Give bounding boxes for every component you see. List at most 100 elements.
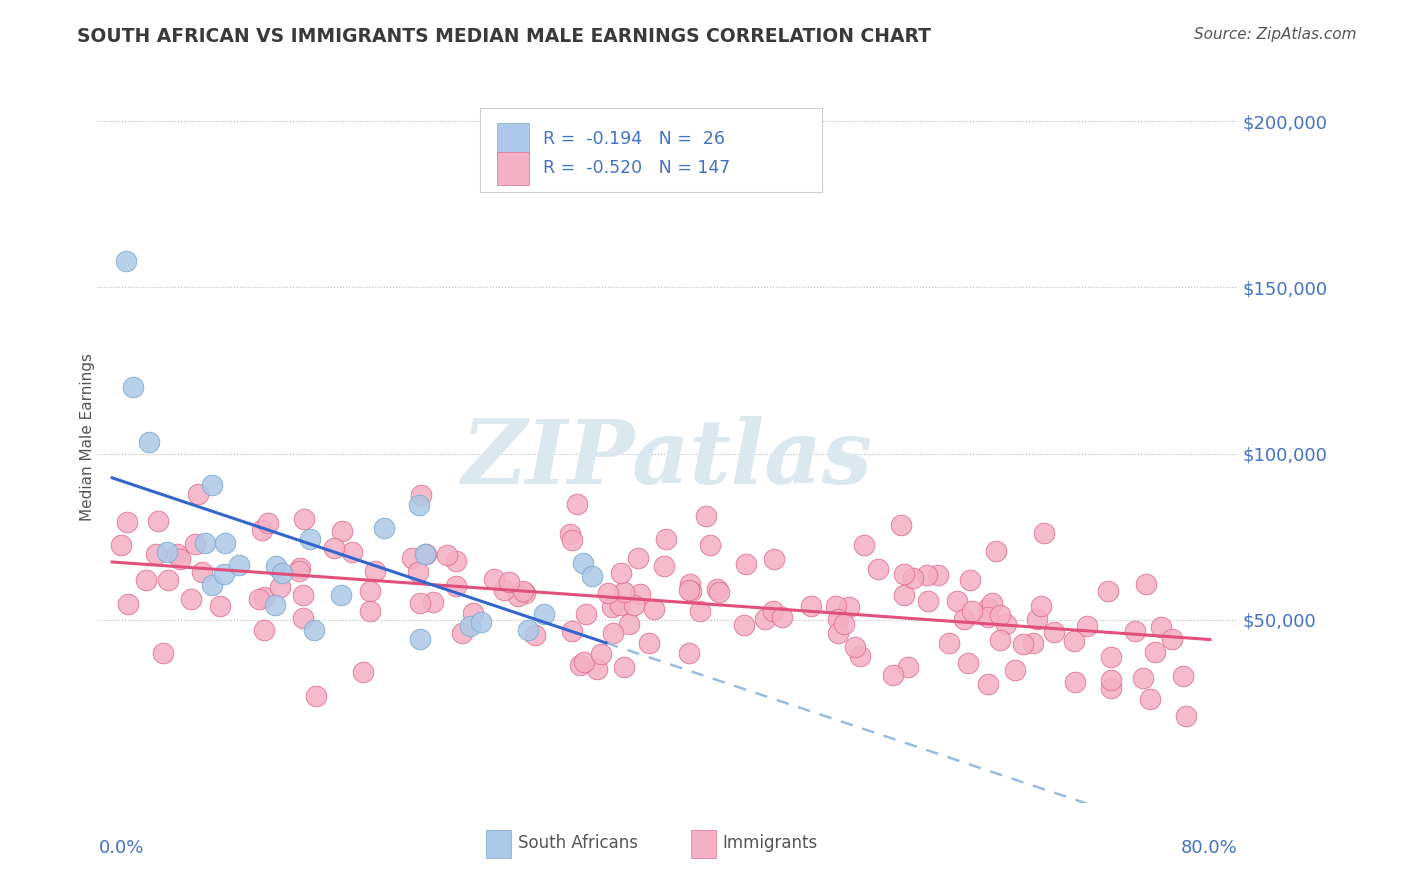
Point xyxy=(201,478,224,492)
Text: ZIPatlas: ZIPatlas xyxy=(463,416,873,502)
Point xyxy=(844,640,866,654)
Point xyxy=(574,607,596,622)
Point xyxy=(422,595,444,609)
Point xyxy=(917,568,939,582)
FancyBboxPatch shape xyxy=(498,152,529,185)
Point xyxy=(323,541,346,556)
Point xyxy=(191,565,214,579)
Point xyxy=(699,538,721,552)
Point xyxy=(1025,612,1047,626)
Point xyxy=(138,435,160,450)
Point xyxy=(145,547,167,561)
Point xyxy=(214,566,236,581)
Point xyxy=(508,589,530,603)
Point xyxy=(800,599,823,613)
Point xyxy=(1099,673,1122,688)
Point xyxy=(291,610,314,624)
Point xyxy=(1099,649,1122,664)
Point xyxy=(470,615,492,630)
Point xyxy=(652,559,675,574)
Point xyxy=(264,558,287,573)
Point xyxy=(364,565,387,579)
Point xyxy=(838,599,860,614)
Point xyxy=(938,635,960,649)
Point xyxy=(270,566,292,580)
Point xyxy=(187,487,209,501)
Point xyxy=(1097,583,1119,598)
Point xyxy=(257,516,280,531)
Point xyxy=(953,612,976,626)
Point xyxy=(152,646,174,660)
Point xyxy=(619,617,641,632)
Point xyxy=(897,659,920,673)
Point xyxy=(763,552,786,566)
Point xyxy=(512,583,534,598)
Point xyxy=(558,527,581,541)
Point xyxy=(956,657,979,671)
Point xyxy=(754,612,776,626)
Point xyxy=(893,567,915,582)
Point xyxy=(735,558,758,572)
Point xyxy=(868,562,890,576)
Point xyxy=(706,582,728,597)
Point xyxy=(352,665,374,680)
Point xyxy=(409,488,432,502)
Point xyxy=(208,599,231,613)
Point xyxy=(679,576,702,591)
Point xyxy=(1043,624,1066,639)
Point xyxy=(609,598,631,612)
Point xyxy=(409,632,432,647)
Point xyxy=(1139,691,1161,706)
Point xyxy=(156,544,179,558)
Point xyxy=(247,591,270,606)
Point xyxy=(852,538,875,552)
Point xyxy=(115,515,138,529)
Point xyxy=(492,582,515,597)
Point xyxy=(1029,599,1052,613)
Point xyxy=(461,606,484,620)
Text: 0.0%: 0.0% xyxy=(98,839,143,857)
Point xyxy=(770,609,793,624)
Point xyxy=(695,509,717,524)
Point xyxy=(679,584,702,599)
Point xyxy=(194,536,217,550)
Point xyxy=(893,589,915,603)
Point xyxy=(827,612,849,626)
Point xyxy=(586,662,609,676)
Text: South Africans: South Africans xyxy=(517,834,637,852)
Point xyxy=(166,547,188,561)
Point xyxy=(977,677,1000,691)
Point xyxy=(981,596,1004,610)
Point xyxy=(602,626,624,640)
Point xyxy=(110,538,132,552)
Point xyxy=(250,523,273,537)
Point xyxy=(146,514,169,528)
Point xyxy=(287,565,309,579)
Point xyxy=(959,573,981,587)
Point xyxy=(228,558,250,573)
Text: 80.0%: 80.0% xyxy=(1181,839,1237,857)
Point xyxy=(589,647,612,661)
Point xyxy=(450,625,472,640)
Point xyxy=(1132,671,1154,685)
Point xyxy=(533,607,555,622)
Point xyxy=(252,623,274,637)
Point xyxy=(988,632,1011,647)
Point xyxy=(678,646,700,660)
Point xyxy=(613,584,636,599)
Point xyxy=(135,573,157,587)
Point xyxy=(623,599,645,613)
Point xyxy=(413,547,436,561)
Point xyxy=(180,591,202,606)
Point xyxy=(827,625,849,640)
Point xyxy=(762,603,785,617)
Point xyxy=(115,253,138,268)
Text: R =  -0.520   N = 147: R = -0.520 N = 147 xyxy=(543,160,730,178)
Point xyxy=(849,649,872,664)
Point xyxy=(436,549,458,563)
Point xyxy=(201,577,224,591)
Point xyxy=(733,617,755,632)
Point xyxy=(373,521,395,535)
Point xyxy=(264,599,287,613)
Point xyxy=(1171,669,1194,683)
